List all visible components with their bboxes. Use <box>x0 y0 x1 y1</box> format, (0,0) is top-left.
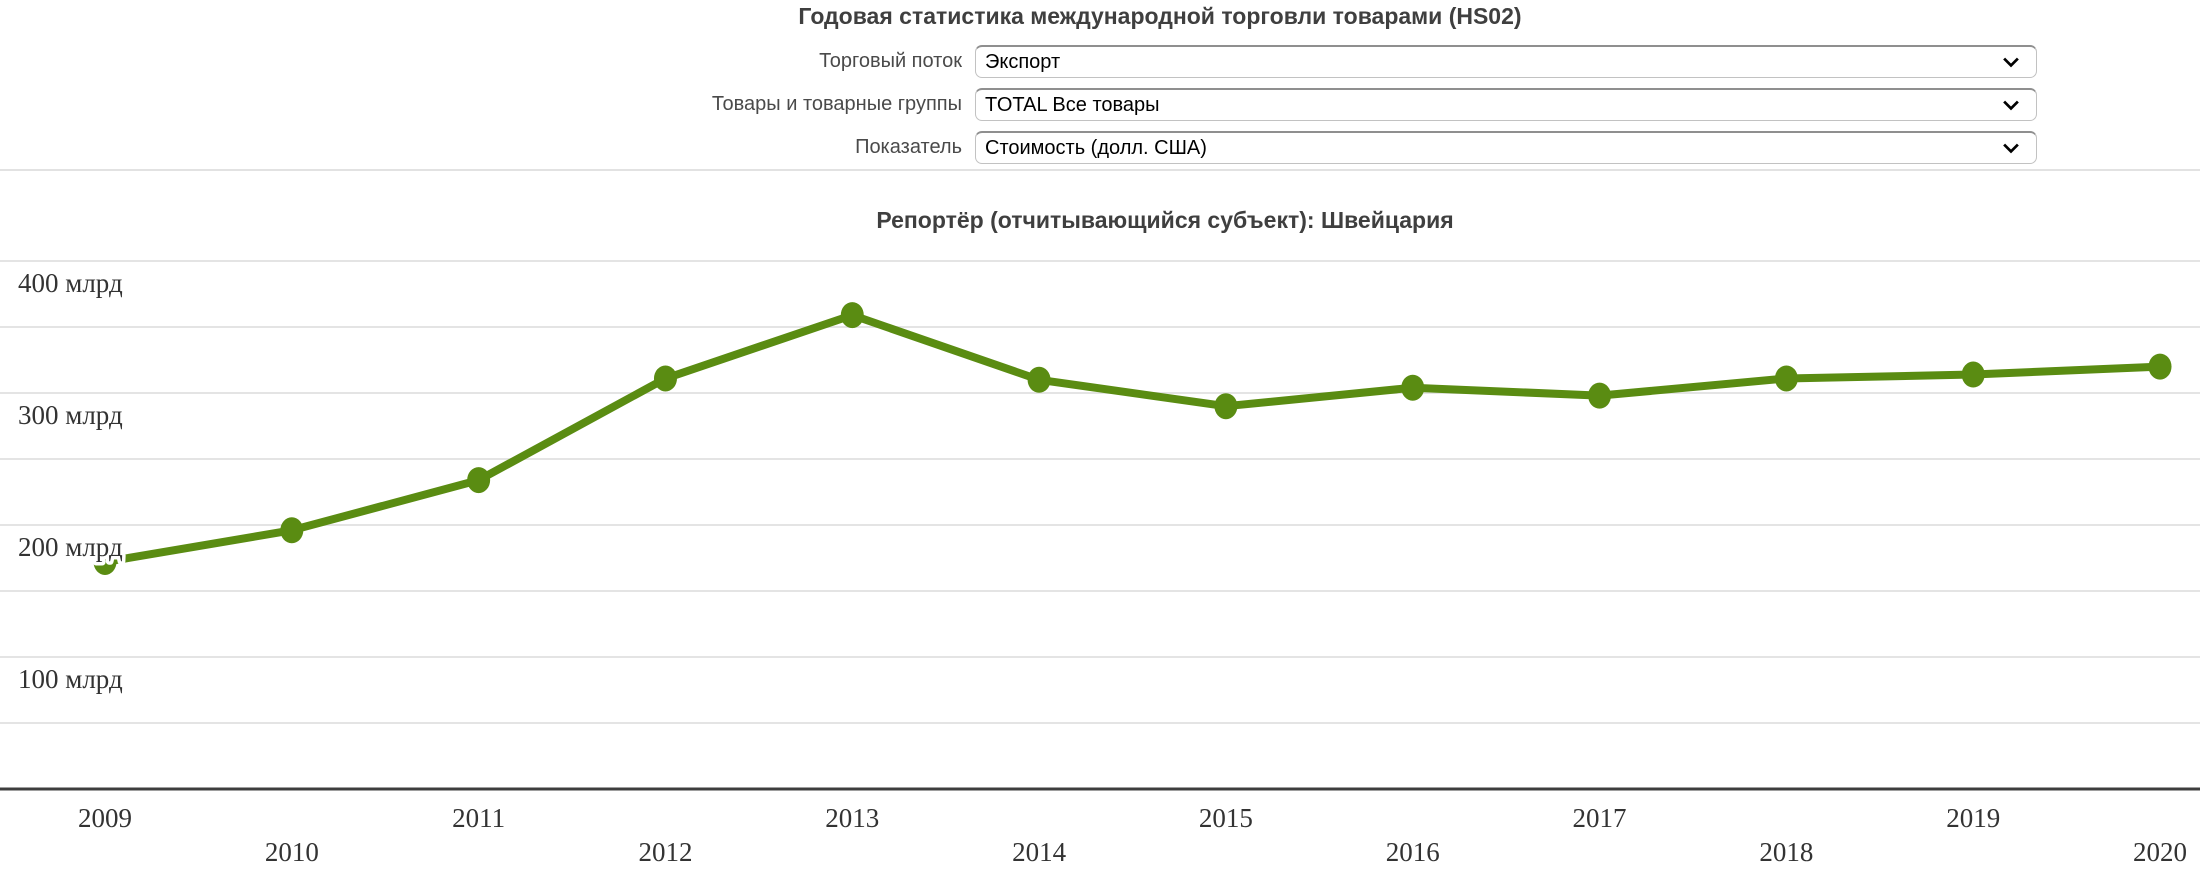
header-divider <box>0 169 2200 171</box>
y-axis-tick-label: 400 млрд <box>18 268 123 298</box>
x-axis-tick-label: 2016 <box>1386 837 1440 867</box>
data-point <box>1961 361 1985 388</box>
x-axis-tick-label: 2011 <box>452 803 505 833</box>
x-axis-tick-label: 2012 <box>638 837 692 867</box>
trade-flow-label: Торговый поток <box>819 50 962 72</box>
commodity-label: Товары и товарные группы <box>711 93 962 115</box>
trade-flow-select[interactable]: Экспорт <box>975 45 2037 78</box>
y-axis-tick-label: 300 млрд <box>18 400 123 430</box>
page-title: Годовая статистика международной торговл… <box>798 3 1522 29</box>
data-point <box>840 302 864 329</box>
data-point <box>1027 366 1051 393</box>
x-axis-tick-label: 2019 <box>1946 803 2000 833</box>
data-point <box>1774 365 1798 392</box>
x-axis-tick-label: 2015 <box>1199 803 1253 833</box>
x-axis-tick-label: 2013 <box>825 803 879 833</box>
x-axis-tick-label: 2010 <box>265 837 319 867</box>
indicator-label: Показатель <box>855 136 962 158</box>
data-point <box>653 365 677 392</box>
data-point <box>467 467 491 494</box>
x-axis-tick-label: 2018 <box>1759 837 1813 867</box>
series-line <box>101 311 2165 566</box>
line-chart: 100 млрд 200 млрд 300 млрд 400 млрд 2009 2010… <box>0 260 2200 871</box>
y-axis-tick-label: 200 млрд <box>18 532 123 562</box>
data-point <box>2148 353 2172 380</box>
data-point <box>1214 393 1238 420</box>
x-axis-tick-label: 2017 <box>1573 803 1627 833</box>
y-axis-tick-label: 100 млрд <box>18 664 123 694</box>
x-axis-tick-label: 2020 <box>2133 837 2187 867</box>
commodity-select[interactable]: TOTAL Все товары <box>975 88 2037 121</box>
x-axis-tick-label: 2009 <box>78 803 132 833</box>
data-point <box>93 548 117 575</box>
x-axis-tick-label: 2014 <box>1012 837 1067 867</box>
chart-title: Репортёр (отчитывающийся субъект): Швейц… <box>876 207 1454 233</box>
data-point <box>280 517 304 544</box>
data-point <box>1401 374 1425 401</box>
data-point <box>1588 382 1612 409</box>
indicator-select[interactable]: Стоимость (долл. США) <box>975 131 2037 164</box>
